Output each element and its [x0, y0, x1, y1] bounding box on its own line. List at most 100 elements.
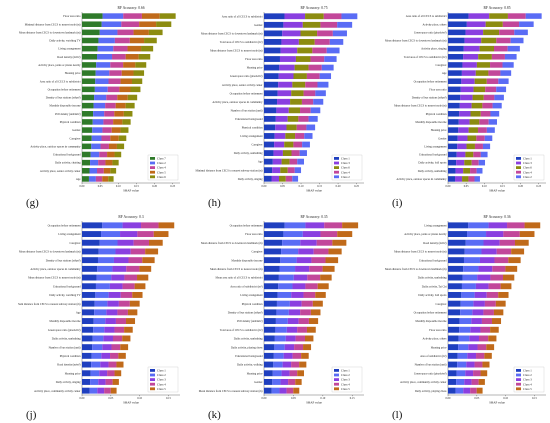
bar-segment-class-6: [463, 168, 471, 174]
bar-segment-class-4: [483, 309, 494, 316]
bar-segment-class-4: [473, 151, 481, 158]
bar-segment-class-4: [114, 37, 130, 44]
bar-segment-class-2: [90, 151, 100, 158]
bar-segment-class-2: [306, 124, 316, 131]
bar-segment-class-4: [507, 13, 526, 19]
bar-segment-class-5: [484, 352, 492, 359]
bar-segment-class-5: [495, 300, 506, 307]
y-tick-label: Educational background: [419, 154, 447, 157]
y-tick-label: Gender: [254, 381, 262, 384]
bar-segment-class-5: [115, 102, 126, 109]
y-tick-label: Road density (m/m²): [423, 242, 446, 245]
y-tick-label: Physical condition: [426, 113, 447, 116]
bar-segment-class-4: [323, 13, 342, 20]
bar-segment-class-5: [308, 318, 319, 325]
bar-segment-class-3: [463, 45, 480, 52]
bar-segment-class-2: [488, 119, 497, 125]
bar-segment-class-2: [97, 265, 113, 272]
chart-title: RF Accuracy: 0.66: [117, 6, 144, 10]
y-tick-label: Mean distance from CECS to downtown land…: [19, 251, 81, 254]
y-tick-label: Activity place, senior activity center: [40, 170, 81, 173]
bar-segment-class-4: [112, 54, 126, 60]
bar-segment-class-6: [467, 135, 477, 141]
panel-label: (i): [392, 197, 403, 209]
bar-segment-class-5: [132, 291, 143, 298]
bar-segment-class-4: [479, 119, 489, 125]
y-tick-label: Living arrangement: [424, 145, 446, 148]
panel-label: (g): [26, 197, 39, 209]
bar-segment-class-2: [94, 94, 107, 101]
bar-segment-class-5: [490, 326, 499, 333]
bar-segment-class-7: [82, 29, 100, 36]
bar-segment-class-4: [496, 248, 512, 255]
legend-label-class-4: Class 4: [157, 382, 166, 386]
bar-segment-class-4: [291, 361, 300, 368]
bar-segment-class-6: [295, 56, 311, 62]
bar-segment-class-5: [514, 239, 529, 246]
bar-segment-class-3: [466, 361, 475, 368]
y-tick-label: Road density (m/m²): [57, 56, 80, 59]
bar-segment-class-6: [489, 13, 508, 19]
bar-segment-class-5: [125, 54, 139, 60]
y-tick-label: Educational background: [235, 118, 263, 121]
bar-segment-class-7: [82, 159, 91, 166]
bar-segment-class-2: [502, 62, 514, 68]
bar-segment-class-5: [139, 265, 152, 272]
bar-segment-class-1: [264, 167, 273, 174]
bar-segment-class-1: [448, 257, 464, 264]
bar-segment-class-2: [91, 143, 101, 150]
bar-segment-class-5: [114, 370, 122, 377]
bar-segment-class-3: [458, 119, 470, 125]
bar-segment-class-4: [303, 291, 316, 298]
y-tick-label: Green space ratio (pixels/m²): [48, 329, 81, 332]
bar-segment-class-3: [120, 231, 138, 238]
bar-segment-class-5: [342, 222, 359, 229]
bar-segment-class-2: [494, 94, 504, 101]
bar-segment-class-1: [264, 274, 279, 281]
bar-segment-class-6: [479, 45, 494, 52]
bar-segment-class-3: [459, 111, 471, 117]
bar-segment-class-3: [469, 335, 479, 342]
y-tick-label: Age: [442, 72, 447, 75]
y-tick-label: Daily activity, sunbathing: [52, 338, 81, 341]
panel-label: (l): [392, 409, 403, 421]
legend-label-class-1: Class 1: [157, 369, 166, 373]
bar-segment-class-5: [524, 222, 541, 229]
bar-segment-class-3: [280, 47, 298, 54]
bar-segment-class-2: [460, 309, 473, 316]
bar-segment-class-6: [112, 159, 119, 166]
y-tick-label: Daily activity, ball sports: [418, 162, 446, 165]
bar-segment-class-5: [511, 248, 525, 255]
bar-segment-class-1: [264, 30, 283, 37]
bar-segment-class-2: [90, 378, 99, 385]
bar-segment-class-5: [127, 309, 138, 316]
y-tick-label: Occupation before retirement: [414, 311, 447, 314]
bar-segment-class-3: [117, 239, 134, 246]
bar-segment-class-3: [468, 344, 478, 351]
bar-segment-class-1: [264, 239, 283, 246]
bar-segment-class-5: [508, 257, 521, 264]
bar-segment-class-1: [448, 387, 456, 394]
x-tick-label: 0.05: [108, 397, 113, 400]
bar-segment-class-5: [129, 300, 140, 307]
bar-segment-class-1: [448, 70, 462, 76]
bar-segment-class-3: [284, 344, 295, 351]
bar-segment-class-2: [282, 239, 301, 246]
y-tick-label: Number of bus station (unit): [49, 346, 81, 349]
bar-segment-class-1: [264, 90, 278, 97]
y-tick-label: Occupation before retirement: [48, 224, 81, 227]
bar-segment-class-2: [498, 78, 509, 84]
bar-segment-class-2: [284, 222, 306, 229]
y-tick-label: Daily activity, sunbathing: [234, 152, 263, 155]
bar-segment-class-2: [507, 45, 520, 52]
y-tick-label: Occupation before retirement: [48, 88, 81, 91]
legend-swatch-class-3: [516, 378, 521, 381]
bar-segment-class-2: [462, 274, 478, 281]
bar-segment-class-3: [282, 361, 292, 368]
bar-segment-class-6: [478, 54, 492, 60]
bar-segment-class-2: [324, 56, 337, 62]
bar-segment-class-3: [281, 39, 299, 45]
bar-segment-class-1: [82, 291, 96, 298]
bar-segment-class-1: [82, 378, 91, 385]
